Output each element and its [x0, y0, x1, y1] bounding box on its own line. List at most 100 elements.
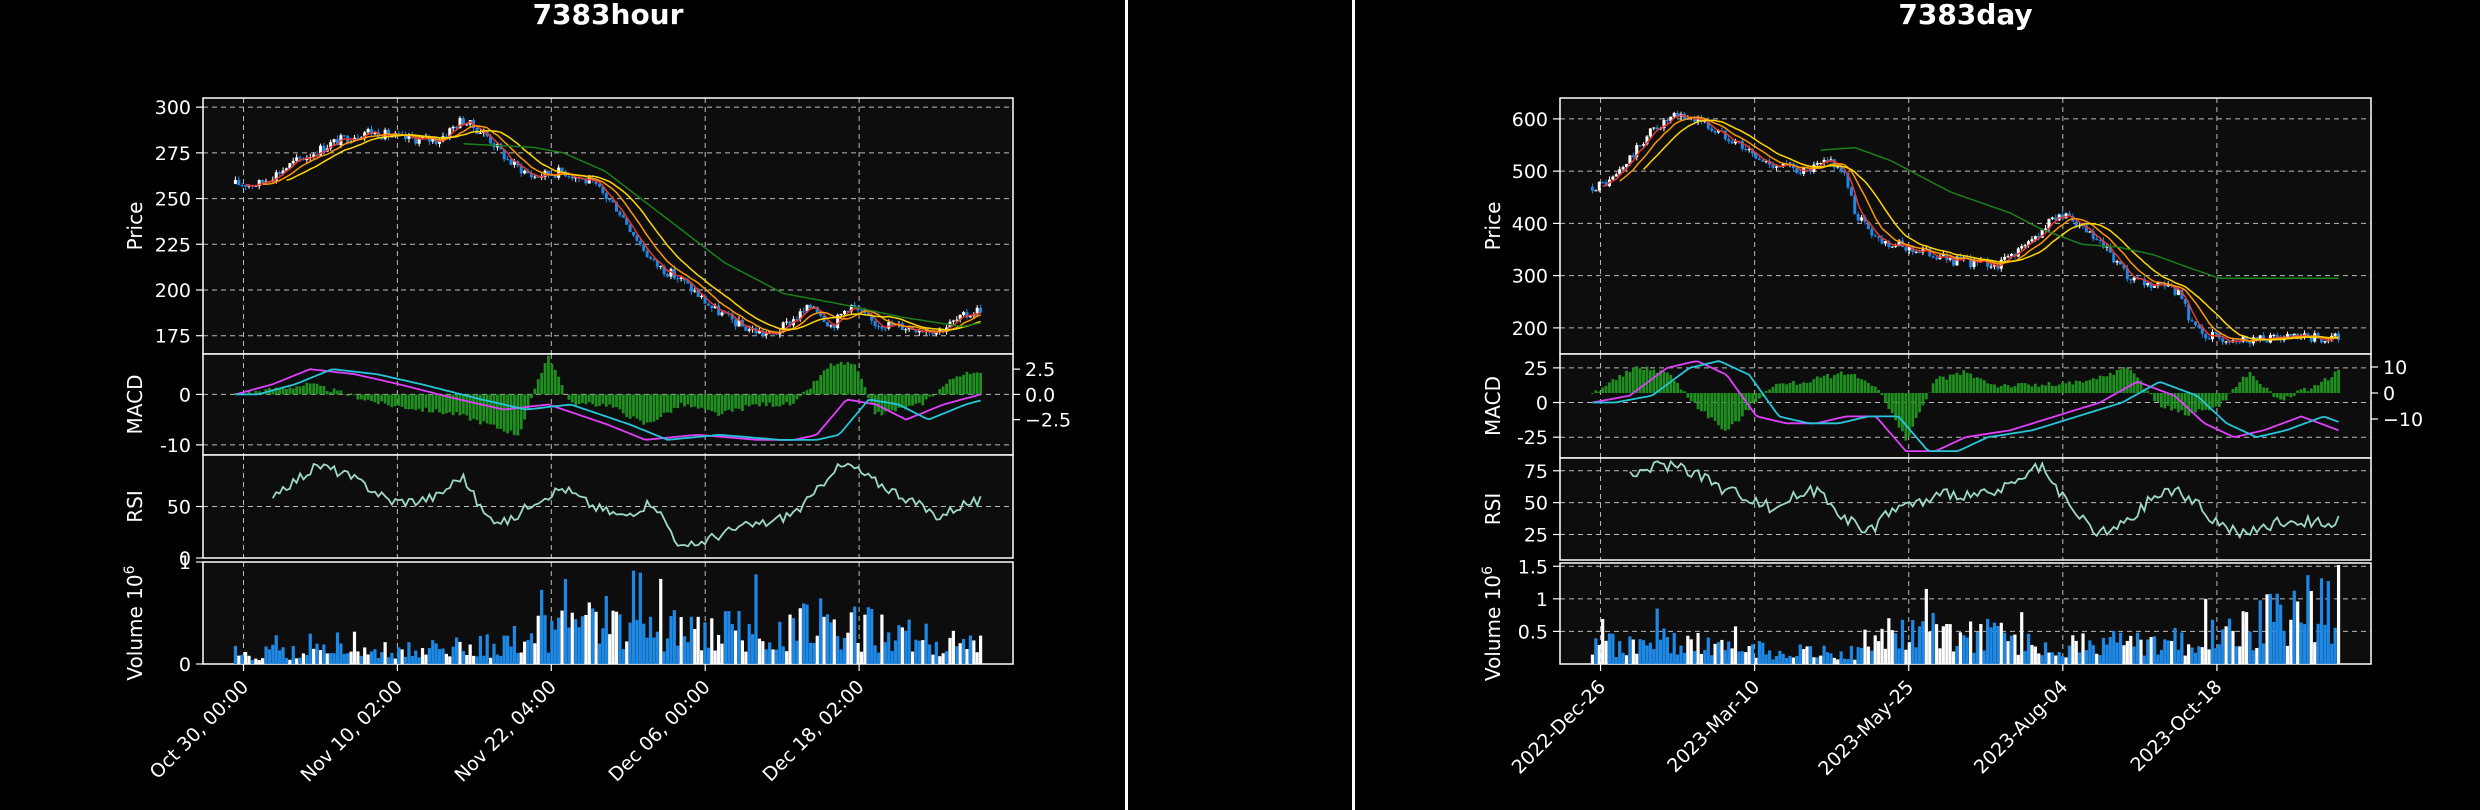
- volume-bar: [1597, 645, 1601, 664]
- candle-body: [2122, 264, 2126, 269]
- candle-body: [836, 314, 840, 329]
- macd-hist-bar: [666, 394, 669, 413]
- macd-hist-bar: [897, 394, 901, 408]
- volume-bar: [1689, 639, 1693, 664]
- macd-hist-bar: [720, 394, 724, 415]
- macd-hist-bar: [931, 394, 935, 397]
- macd-hist-bar: [2098, 375, 2102, 393]
- candle-body: [808, 304, 812, 309]
- macd-hist-bar: [322, 385, 326, 395]
- macd-hist-bar: [2183, 393, 2187, 416]
- volume-bar: [529, 633, 534, 664]
- macd-hist-bar: [2050, 385, 2054, 393]
- macd-hist-bar: [621, 394, 625, 414]
- candle-body: [1774, 166, 1778, 168]
- macd-hist-bar: [1819, 377, 1823, 393]
- volume-bar: [475, 656, 479, 664]
- macd-hist-bar: [295, 386, 299, 395]
- rsi-tick-label: 25: [1524, 525, 1548, 547]
- ma-mid-line: [1619, 116, 2339, 342]
- volume-bar: [972, 640, 976, 664]
- volume-bar: [254, 658, 258, 664]
- candle-body: [244, 185, 248, 187]
- volume-bar: [2333, 627, 2337, 664]
- volume-bar: [363, 647, 367, 664]
- volume-bar: [1641, 640, 1646, 664]
- volume-bar: [329, 653, 333, 664]
- candle-body: [570, 176, 574, 179]
- volume-bar: [1808, 646, 1813, 664]
- volume-bar: [274, 635, 278, 664]
- candle-body: [526, 170, 530, 174]
- candle-body: [1952, 258, 1956, 266]
- macd-hist-bar: [1846, 374, 1850, 393]
- macd-hist-bar: [2265, 387, 2269, 393]
- volume-bar: [812, 642, 816, 664]
- candle-body: [1870, 229, 1874, 236]
- volume-bar: [1825, 652, 1830, 664]
- volume-bar: [519, 652, 523, 664]
- macd-hist-bar: [336, 390, 339, 395]
- volume-bar: [1710, 655, 1714, 664]
- macd-hist-bar: [703, 394, 707, 410]
- candle-body: [2067, 213, 2071, 217]
- candle-body: [2187, 303, 2191, 321]
- candle-body: [1645, 136, 1649, 145]
- macd-hist-bar: [1642, 369, 1645, 393]
- macd-hist-bar: [325, 390, 329, 395]
- volume-bar: [1778, 650, 1782, 664]
- candle-body: [278, 172, 282, 174]
- volume-bar: [1740, 651, 1744, 664]
- macd-hist-bar: [1683, 391, 1686, 393]
- macd-hist-bar: [2255, 380, 2259, 393]
- macd-hist-bar: [2125, 368, 2129, 393]
- macd-hist-bar: [1877, 389, 1881, 393]
- macd-hist-bar: [778, 394, 782, 407]
- volume-bar: [1703, 650, 1707, 664]
- volume-bar: [2238, 646, 2242, 664]
- volume-bar: [625, 641, 629, 664]
- candle-body: [883, 328, 887, 330]
- volume-bar: [1969, 621, 1973, 664]
- macd-hist-bar: [543, 363, 547, 395]
- volume-bar: [1904, 649, 1908, 664]
- volume-bar: [2067, 645, 2072, 664]
- candle-body: [2248, 341, 2252, 344]
- macd-hist-bar: [2091, 378, 2095, 393]
- candle-body: [2275, 335, 2279, 339]
- volume-bar: [2129, 635, 2133, 664]
- candle-body: [819, 312, 823, 317]
- macd-hist-bar: [1648, 370, 1652, 393]
- volume-bar: [2142, 655, 2146, 664]
- macd-hist-bar: [1901, 393, 1904, 432]
- macd-hist-bar: [1717, 393, 1720, 426]
- volume-bar: [2125, 640, 2129, 664]
- volume-bar: [431, 640, 435, 664]
- rsi-pane-border: [1559, 457, 2372, 561]
- volume-bar: [444, 653, 448, 664]
- candle-body: [237, 179, 241, 186]
- volume-bar: [1594, 638, 1598, 664]
- macd-hist-bar: [298, 386, 302, 395]
- volume-bar: [2279, 604, 2283, 664]
- macd-hist-bar: [870, 394, 874, 404]
- macd-hist-bar: [877, 394, 880, 412]
- volume-bar: [240, 654, 244, 664]
- volume-bar: [1676, 654, 1680, 664]
- volume-bar: [264, 646, 268, 664]
- candle-body: [465, 124, 469, 126]
- macd-hist-bar: [1856, 378, 1860, 393]
- candle-body: [2323, 341, 2327, 343]
- volume-bar: [938, 656, 942, 664]
- volume-bar: [2268, 593, 2273, 664]
- candle-body: [1751, 149, 1755, 154]
- macd-hist-bar: [427, 394, 431, 413]
- macd-right-tick-label: −2.5: [1025, 410, 1071, 432]
- candle-body: [2176, 289, 2180, 295]
- candle-body: [625, 217, 629, 225]
- macd-hist-bar: [1693, 393, 1697, 403]
- macd-hist-bar: [472, 394, 475, 419]
- volume-bar: [1590, 654, 1595, 664]
- volume-bar: [502, 635, 506, 664]
- macd-hist-bar: [1792, 380, 1795, 393]
